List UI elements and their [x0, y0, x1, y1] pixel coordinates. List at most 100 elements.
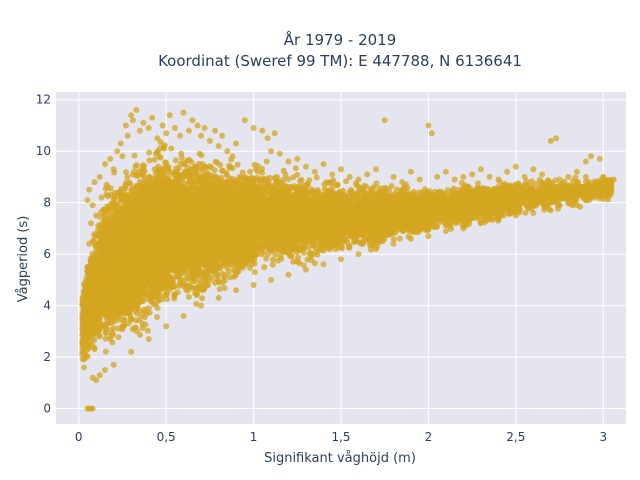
scatter-point: [114, 300, 120, 306]
scatter-point: [141, 163, 147, 169]
scatter-point: [137, 235, 143, 241]
scatter-point: [154, 192, 160, 198]
scatter-point: [81, 337, 87, 343]
scatter-point: [142, 218, 148, 224]
scatter-point: [86, 278, 92, 284]
scatter-point: [124, 282, 130, 288]
scatter-point: [106, 293, 112, 299]
scatter-point: [81, 310, 87, 316]
scatter-point: [116, 305, 122, 311]
scatter-point: [123, 270, 129, 276]
scatter-point: [117, 207, 123, 213]
scatter-point: [141, 184, 147, 190]
scatter-point: [103, 225, 109, 231]
scatter-point: [81, 301, 87, 307]
scatter-point: [154, 314, 160, 320]
scatter-point: [105, 282, 111, 288]
scatter-point: [131, 241, 137, 247]
scatter-point: [135, 276, 141, 282]
scatter-point: [91, 310, 97, 316]
chart-title-line2: Koordinat (Sweref 99 TM): E 447788, N 61…: [158, 52, 522, 70]
scatter-point: [114, 290, 120, 296]
scatter-point: [113, 279, 119, 285]
scatter-point: [144, 242, 150, 248]
scatter-point: [110, 331, 116, 337]
scatter-point: [127, 305, 133, 311]
scatter-point: [132, 153, 138, 159]
scatter-point: [134, 298, 140, 304]
scatter-point: [133, 195, 139, 201]
scatter-point: [91, 231, 97, 237]
scatter-point: [153, 170, 159, 176]
scatter-point: [153, 257, 159, 263]
scatter-point: [151, 301, 157, 307]
scatter-point: [105, 193, 111, 199]
scatter-point: [128, 248, 134, 254]
scatter-point: [103, 246, 109, 252]
scatter-point: [86, 340, 92, 346]
scatter-point: [121, 299, 127, 305]
scatter-point: [107, 212, 113, 218]
scatter-point: [103, 336, 109, 342]
scatter-point: [153, 221, 159, 227]
scatter-point: [124, 174, 130, 180]
scatter-point: [161, 144, 167, 150]
scatter-point: [87, 317, 93, 323]
scatter-point: [144, 292, 150, 298]
scatter-point: [103, 349, 109, 355]
scatter-point: [212, 167, 218, 173]
scatter-point: [109, 339, 115, 345]
scatter-point: [125, 220, 131, 226]
scatter-point: [155, 278, 161, 284]
scatter-point: [149, 227, 155, 233]
scatter-point: [123, 169, 129, 175]
scatter-point: [147, 218, 153, 224]
scatter-point: [111, 272, 117, 278]
scatter-point: [137, 332, 143, 338]
scatter-point: [103, 302, 109, 308]
scatter-point: [109, 201, 115, 207]
scatter-point: [118, 284, 124, 290]
scatter-point: [153, 245, 159, 251]
scatter-point: [92, 276, 98, 282]
scatter-point: [95, 269, 101, 275]
scatter-point: [155, 177, 161, 183]
scatter-point: [118, 227, 124, 233]
scatter-point: [140, 321, 146, 327]
scatter-point: [145, 252, 151, 258]
scatter-point: [133, 163, 139, 169]
scatter-point: [102, 330, 108, 336]
scatter-point: [146, 150, 152, 156]
scatter-point: [147, 157, 153, 163]
scatter-point: [148, 194, 154, 200]
scatter-point: [155, 208, 161, 214]
scatter-point: [123, 185, 129, 191]
scatter-point: [115, 334, 121, 340]
scatter-point: [142, 265, 148, 271]
scatter-point: [130, 283, 136, 289]
scatter-point: [158, 286, 164, 292]
scatter-point: [116, 213, 122, 219]
scatter-point: [126, 321, 132, 327]
scatter-point: [199, 295, 205, 301]
scatter-point: [112, 239, 118, 245]
scatter-point: [103, 259, 109, 265]
scatter-point: [150, 289, 156, 295]
scatter-point: [153, 151, 159, 157]
scatter-point: [125, 295, 131, 301]
scatter-point: [93, 316, 99, 322]
scatter-point: [138, 222, 144, 228]
scatter-point: [91, 337, 97, 343]
scatter-point: [149, 268, 155, 274]
scatter-point: [140, 172, 146, 178]
scatter-point: [107, 218, 113, 224]
scatter-point: [153, 231, 159, 237]
scatter-point: [147, 209, 153, 215]
scatter-point: [111, 261, 117, 267]
scatter-point: [90, 284, 96, 290]
scatter-point: [105, 321, 111, 327]
scatter-point: [129, 225, 135, 231]
scatter-point: [142, 281, 148, 287]
